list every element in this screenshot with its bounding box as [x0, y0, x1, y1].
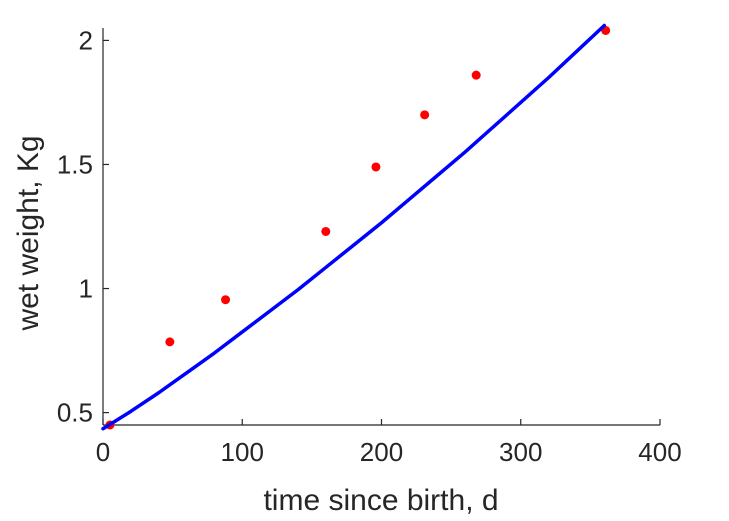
y-tick-label: 1: [79, 274, 93, 304]
data-point: [471, 70, 481, 80]
data-point: [371, 162, 381, 172]
data-series: [101, 23, 611, 431]
x-tick-label: 300: [499, 437, 542, 467]
data-point: [420, 110, 430, 120]
axes: [102, 28, 660, 426]
y-tick-label: 1.5: [57, 149, 93, 179]
x-tick-label: 400: [638, 437, 681, 467]
x-tick-label: 0: [96, 437, 110, 467]
data-point: [321, 226, 331, 236]
y-axis-title: wet weight, Kg: [12, 135, 45, 331]
y-tick-label: 2: [79, 25, 93, 55]
model-fit-line: [101, 23, 607, 431]
ticks: 0 100 200 300 400 0.5 1 1.5 2: [57, 25, 682, 467]
data-point: [221, 295, 231, 305]
x-axis-title: time since birth, d: [263, 484, 498, 517]
x-tick-label: 100: [221, 437, 264, 467]
y-tick-label: 0.5: [57, 398, 93, 428]
x-tick-label: 200: [360, 437, 403, 467]
data-point: [165, 337, 175, 347]
